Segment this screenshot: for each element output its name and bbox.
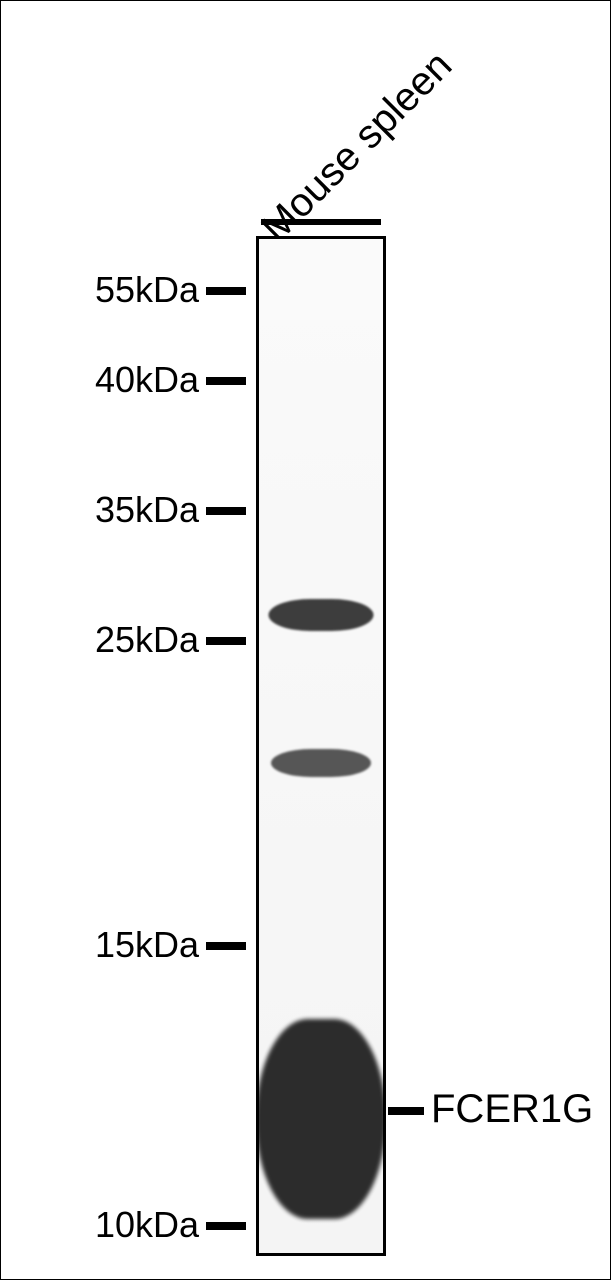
lane-underline	[261, 219, 381, 225]
target-tick	[388, 1107, 424, 1115]
marker-label-10kDa: 10kDa	[95, 1204, 199, 1246]
marker-label-15kDa: 15kDa	[95, 924, 199, 966]
marker-tick-15kDa	[206, 942, 246, 950]
band-1	[271, 749, 371, 777]
blot-lane	[256, 236, 386, 1256]
marker-label-40kDa: 40kDa	[95, 359, 199, 401]
marker-label-55kDa: 55kDa	[95, 269, 199, 311]
marker-tick-25kDa	[206, 637, 246, 645]
target-label: FCER1G	[431, 1087, 593, 1132]
marker-label-25kDa: 25kDa	[95, 619, 199, 661]
band-0	[269, 599, 374, 631]
marker-tick-35kDa	[206, 507, 246, 515]
blot-figure: Mouse spleen FCER1G 55kDa40kDa35kDa25kDa…	[1, 1, 610, 1279]
marker-label-35kDa: 35kDa	[95, 489, 199, 531]
marker-tick-55kDa	[206, 287, 246, 295]
marker-tick-40kDa	[206, 377, 246, 385]
band-2	[256, 1019, 386, 1219]
marker-tick-10kDa	[206, 1222, 246, 1230]
